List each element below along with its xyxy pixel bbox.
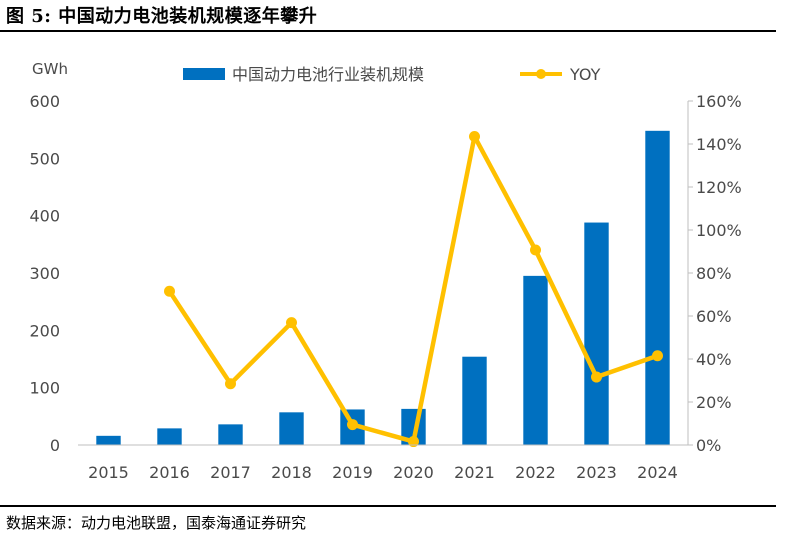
right-tick-label: 120% [696, 178, 742, 197]
right-tick-label: 20% [696, 393, 732, 412]
left-axis: 0 100 200 300 400 500 600 [29, 92, 60, 455]
figure-title: 图 5: 中国动力电池装机规模逐年攀升 [6, 6, 318, 27]
chart: GWh 中国动力电池行业装机规模 YOY 0 100 200 300 400 500 600… [29, 60, 742, 482]
yoy-series [164, 130, 663, 448]
yoy-point [469, 130, 480, 142]
yoy-point [591, 371, 602, 383]
right-tick-label: 0% [696, 436, 721, 455]
bar [218, 424, 243, 445]
yoy-point [225, 378, 236, 390]
bar [462, 356, 487, 445]
legend-bar-swatch [183, 68, 225, 80]
legend: 中国动力电池行业装机规模 YOY [183, 65, 601, 84]
source-note: 数据来源：动力电池联盟，国泰海通证券研究 [6, 514, 307, 532]
left-axis-unit: GWh [32, 60, 68, 78]
x-tick-label: 2021 [454, 463, 495, 482]
top-rule [0, 30, 776, 32]
right-tick-label: 60% [696, 307, 732, 326]
bar [645, 130, 670, 445]
yoy-point [408, 436, 419, 448]
x-tick-label: 2022 [515, 463, 556, 482]
left-tick-label: 500 [29, 149, 60, 168]
yoy-point [347, 419, 358, 431]
right-axis: 0% 20% 40% 60% 80% 100% 120% 140% 160% [687, 92, 742, 455]
x-tick-label: 2018 [271, 463, 312, 482]
left-tick-label: 600 [29, 92, 60, 111]
right-tick-label: 100% [696, 221, 742, 240]
legend-line-label: YOY [569, 65, 601, 84]
bar-series [96, 130, 670, 445]
x-tick-label: 2023 [576, 463, 617, 482]
yoy-point [286, 317, 297, 329]
x-tick-label: 2019 [332, 463, 373, 482]
yoy-point [530, 244, 541, 256]
bar [96, 435, 121, 445]
right-tick-label: 160% [696, 92, 742, 111]
x-tick-label: 2017 [210, 463, 251, 482]
left-tick-label: 100 [29, 379, 60, 398]
bar [279, 412, 304, 445]
bar [157, 428, 182, 445]
bar [584, 222, 609, 445]
right-tick-label: 40% [696, 350, 732, 369]
x-axis: 2015 2016 2017 2018 2019 2020 2021 2022 2023 2024 [78, 444, 688, 482]
x-tick-label: 2024 [637, 463, 678, 482]
left-tick-label: 300 [29, 264, 60, 283]
legend-bar-label: 中国动力电池行业装机规模 [232, 65, 424, 84]
yoy-point [652, 350, 663, 362]
right-tick-label: 80% [696, 264, 732, 283]
right-tick-label: 140% [696, 135, 742, 154]
left-tick-label: 0 [50, 436, 60, 455]
bar [523, 275, 548, 445]
left-tick-label: 200 [29, 321, 60, 340]
x-tick-label: 2020 [393, 463, 434, 482]
bottom-rule [0, 505, 776, 507]
x-tick-label: 2015 [88, 463, 129, 482]
legend-line-marker [536, 69, 546, 79]
yoy-point [164, 285, 175, 297]
x-tick-label: 2016 [149, 463, 190, 482]
left-tick-label: 400 [29, 207, 60, 226]
